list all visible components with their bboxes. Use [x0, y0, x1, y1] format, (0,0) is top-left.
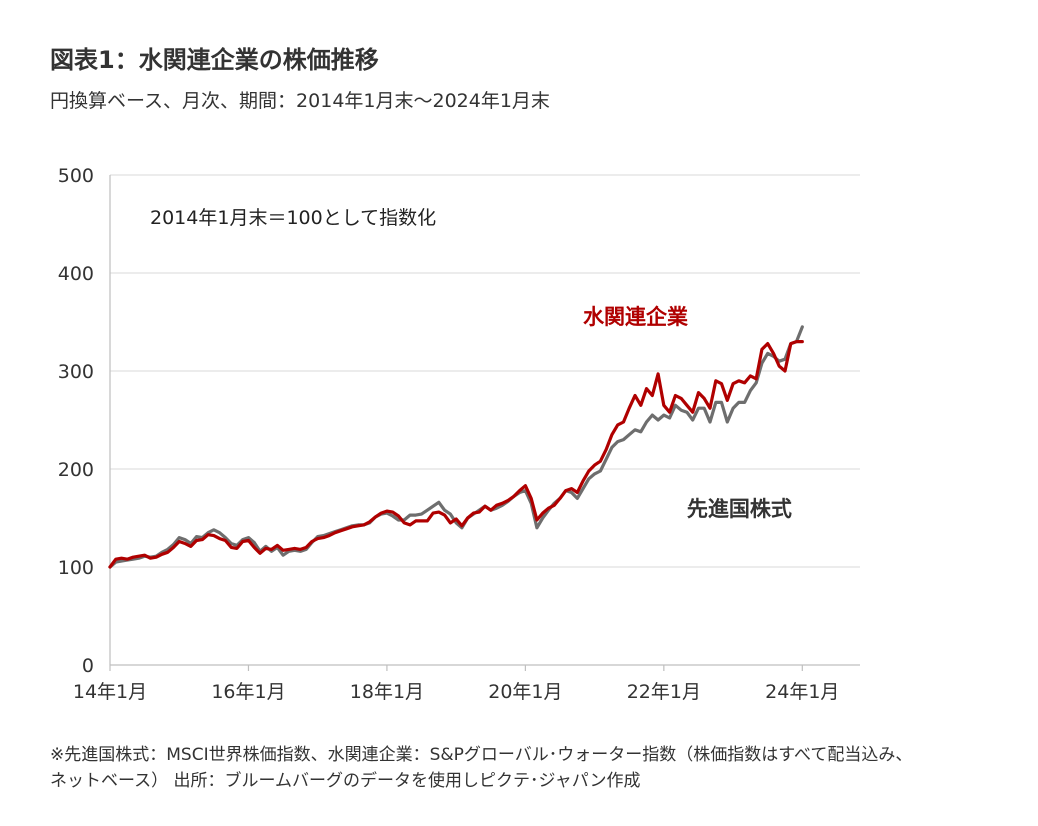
- x-tick-label: 16年1月: [211, 681, 285, 703]
- y-tick-label: 0: [82, 655, 94, 677]
- x-tick-label: 24年1月: [765, 681, 839, 703]
- axes: [109, 175, 860, 671]
- footnote-line-2: ネットベース） 出所：ブルームバーグのデータを使用しピクテ･ジャパン作成: [50, 771, 641, 791]
- footnote: ※先進国株式：MSCI世界株価指数、水関連企業：S&Pグローバル･ウォーター指数…: [50, 742, 1025, 794]
- line-chart: 0 100 200 300 400 500 14年1月 16年1月 18年1月 20年1月 22年1…: [58, 165, 860, 703]
- x-tick-label: 18年1月: [350, 681, 424, 703]
- chart-annotation: 2014年1月末＝100として指数化: [150, 207, 436, 229]
- x-tick-label: 20年1月: [488, 681, 562, 703]
- y-tick-label: 400: [58, 263, 94, 285]
- y-tick-label: 500: [58, 165, 94, 187]
- footnote-line-1: ※先進国株式：MSCI世界株価指数、水関連企業：S&Pグローバル･ウォーター指数…: [50, 745, 913, 765]
- series-line-water: [108, 340, 804, 569]
- tick-labels: 0 100 200 300 400 500 14年1月 16年1月 18年1月 20年1月 22年1…: [58, 165, 840, 703]
- x-tick-label: 22年1月: [627, 681, 701, 703]
- page-title: 図表1：水関連企業の株価推移: [50, 46, 379, 74]
- series-line-developed: [108, 325, 804, 569]
- y-tick-label: 100: [58, 557, 94, 579]
- page-subtitle: 円換算ベース、月次、期間：2014年1月末～2024年1月末: [50, 90, 550, 112]
- x-tick-label: 14年1月: [73, 681, 147, 703]
- y-tick-label: 300: [58, 361, 94, 383]
- series-label-developed: 先進国株式: [687, 497, 792, 521]
- series-label-water: 水関連企業: [583, 305, 689, 329]
- y-tick-label: 200: [58, 459, 94, 481]
- grid-lines: [110, 174, 860, 568]
- series-lines: [108, 325, 804, 569]
